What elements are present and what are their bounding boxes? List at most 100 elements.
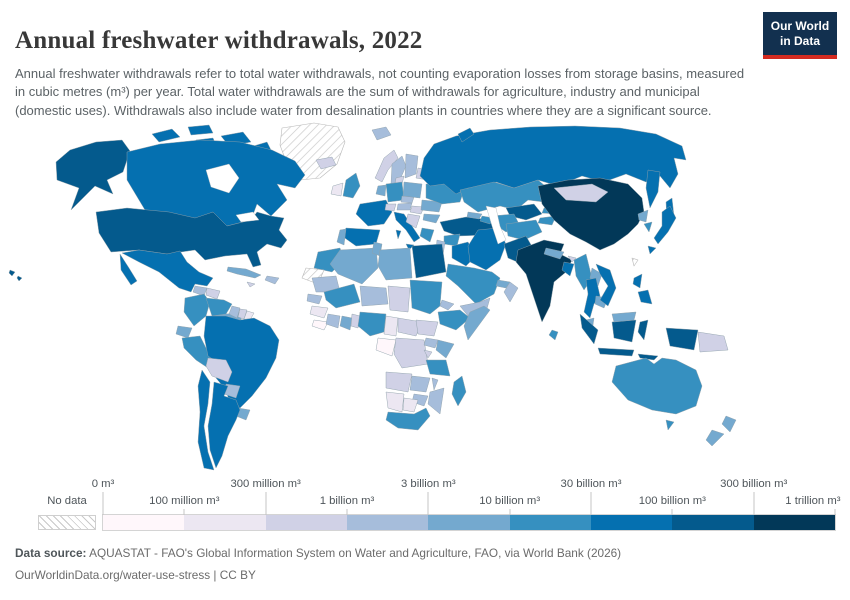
country-sweden[interactable] bbox=[390, 155, 407, 185]
country-botswana[interactable] bbox=[402, 397, 419, 413]
country-senegal[interactable] bbox=[306, 293, 323, 305]
country-kenya[interactable] bbox=[435, 339, 455, 359]
legend-swatch-6[interactable] bbox=[590, 515, 673, 530]
legend-swatch-4[interactable] bbox=[428, 515, 510, 530]
country-south-sudan[interactable] bbox=[415, 319, 439, 337]
country-indonesia-java[interactable] bbox=[597, 347, 635, 357]
country-svalbard[interactable] bbox=[371, 126, 392, 141]
country-italy-sardinia[interactable] bbox=[395, 229, 402, 240]
legend-swatch-1[interactable] bbox=[184, 515, 266, 530]
country-venezuela[interactable] bbox=[205, 297, 233, 317]
country-tajikistan[interactable] bbox=[537, 215, 557, 226]
country-canada-arctic-1[interactable] bbox=[151, 128, 181, 143]
country-ivory-coast[interactable] bbox=[325, 313, 341, 329]
country-guinea[interactable] bbox=[309, 305, 329, 319]
country-guyana[interactable] bbox=[228, 305, 241, 319]
country-portugal[interactable] bbox=[336, 228, 347, 246]
country-oman[interactable] bbox=[503, 281, 519, 303]
country-nigeria[interactable] bbox=[357, 311, 387, 337]
country-usa-hawaii-1[interactable] bbox=[8, 269, 16, 277]
country-malaysia-borneo[interactable] bbox=[611, 311, 637, 323]
country-madagascar[interactable] bbox=[451, 375, 467, 407]
country-indonesia-kalimantan[interactable] bbox=[611, 319, 637, 343]
country-bulgaria[interactable] bbox=[422, 213, 441, 224]
country-cameroon[interactable] bbox=[383, 315, 399, 337]
country-argentina[interactable] bbox=[207, 381, 241, 469]
country-sudan[interactable] bbox=[409, 279, 443, 315]
country-taiwan[interactable] bbox=[631, 257, 639, 267]
footer-link-line[interactable]: OurWorldinData.org/water-use-stress | CC… bbox=[15, 568, 256, 582]
country-syria[interactable] bbox=[443, 233, 461, 247]
country-new-zealand-south[interactable] bbox=[705, 429, 725, 447]
country-indonesia-papua[interactable] bbox=[665, 327, 699, 351]
country-rwanda-burundi[interactable] bbox=[423, 349, 433, 359]
country-france[interactable] bbox=[355, 199, 393, 227]
country-south-africa[interactable] bbox=[385, 407, 431, 431]
country-australia[interactable] bbox=[611, 357, 703, 415]
country-niger[interactable] bbox=[359, 285, 389, 307]
country-eritrea[interactable] bbox=[439, 299, 455, 311]
country-italy-sicily[interactable] bbox=[405, 243, 415, 251]
legend-swatch-3[interactable] bbox=[346, 515, 429, 530]
country-bolivia[interactable] bbox=[205, 357, 233, 383]
country-libya[interactable] bbox=[377, 247, 413, 281]
country-balkans[interactable] bbox=[405, 213, 421, 229]
country-uae[interactable] bbox=[495, 279, 511, 289]
country-uganda[interactable] bbox=[423, 337, 439, 349]
country-saudi-arabia[interactable] bbox=[445, 263, 501, 305]
country-philippines-luzon[interactable] bbox=[632, 273, 643, 289]
country-austria[interactable] bbox=[396, 202, 413, 211]
country-chile[interactable] bbox=[197, 369, 215, 471]
country-ecuador[interactable] bbox=[175, 325, 193, 339]
country-usa-hawaii-2[interactable] bbox=[16, 275, 23, 282]
legend-no-data-swatch[interactable] bbox=[38, 515, 96, 530]
country-angola[interactable] bbox=[385, 371, 413, 393]
country-sierra-leone-liberia[interactable] bbox=[311, 319, 329, 331]
country-italy[interactable] bbox=[393, 211, 421, 243]
legend-swatch-7[interactable] bbox=[672, 515, 754, 530]
country-hungary[interactable] bbox=[409, 205, 425, 215]
country-vietnam[interactable] bbox=[595, 263, 617, 307]
country-ireland[interactable] bbox=[330, 182, 344, 197]
country-ethiopia[interactable] bbox=[437, 309, 471, 331]
country-usa-alaska[interactable] bbox=[55, 139, 131, 211]
country-chad[interactable] bbox=[387, 285, 411, 313]
country-jamaica[interactable] bbox=[246, 281, 256, 288]
country-south-korea[interactable] bbox=[643, 221, 653, 233]
country-thailand[interactable] bbox=[583, 277, 601, 319]
country-indonesia-sumatra[interactable] bbox=[579, 313, 599, 345]
country-nepal[interactable] bbox=[543, 247, 565, 260]
country-benelux[interactable] bbox=[375, 184, 387, 197]
country-greece[interactable] bbox=[419, 227, 435, 243]
country-mozambique[interactable] bbox=[427, 387, 445, 415]
country-guatemala[interactable] bbox=[192, 285, 208, 297]
country-namibia[interactable] bbox=[385, 391, 405, 413]
country-cuba[interactable] bbox=[226, 266, 262, 279]
country-russia-novaya-zemlya[interactable] bbox=[457, 127, 475, 143]
country-honduras[interactable] bbox=[205, 287, 221, 300]
country-indonesia-lesser-sunda[interactable] bbox=[637, 353, 659, 361]
country-afghanistan[interactable] bbox=[505, 219, 543, 241]
country-mexico[interactable] bbox=[121, 249, 214, 293]
country-switzerland[interactable] bbox=[384, 203, 397, 212]
legend-swatch-0[interactable] bbox=[103, 515, 185, 530]
country-georgia[interactable] bbox=[466, 211, 483, 220]
country-papua-new-guinea[interactable] bbox=[697, 331, 729, 353]
country-hispaniola[interactable] bbox=[264, 275, 280, 285]
country-north-korea[interactable] bbox=[637, 209, 649, 223]
country-russia-kamchatka[interactable] bbox=[645, 169, 661, 209]
country-gabon-congo[interactable] bbox=[375, 337, 397, 357]
country-japan-kyushu[interactable] bbox=[647, 245, 657, 255]
country-india[interactable] bbox=[515, 239, 573, 323]
country-indonesia-sulawesi[interactable] bbox=[637, 319, 649, 341]
country-iceland[interactable] bbox=[315, 156, 337, 170]
country-sri-lanka[interactable] bbox=[548, 329, 559, 341]
country-togo-benin[interactable] bbox=[350, 313, 361, 329]
country-egypt[interactable] bbox=[411, 243, 447, 279]
country-japan[interactable] bbox=[653, 205, 677, 245]
legend-swatch-5[interactable] bbox=[509, 515, 591, 530]
country-mali[interactable] bbox=[323, 283, 361, 309]
country-australia-tasmania[interactable] bbox=[665, 419, 675, 431]
country-malawi[interactable] bbox=[431, 377, 439, 391]
country-finland[interactable] bbox=[404, 153, 419, 179]
